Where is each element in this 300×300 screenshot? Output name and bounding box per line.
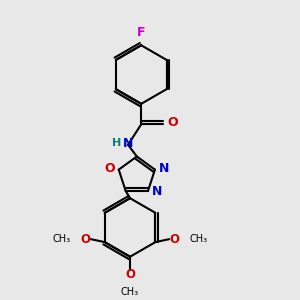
Text: CH₃: CH₃ [121,287,139,297]
Text: O: O [168,116,178,129]
Text: F: F [137,26,146,39]
Text: O: O [169,233,179,246]
Text: O: O [81,233,91,246]
Text: N: N [158,162,169,175]
Text: N: N [152,185,162,198]
Text: O: O [125,268,135,281]
Text: CH₃: CH₃ [53,234,71,244]
Text: O: O [105,162,115,175]
Text: CH₃: CH₃ [189,234,207,244]
Text: H: H [112,138,122,148]
Text: N: N [123,137,133,150]
